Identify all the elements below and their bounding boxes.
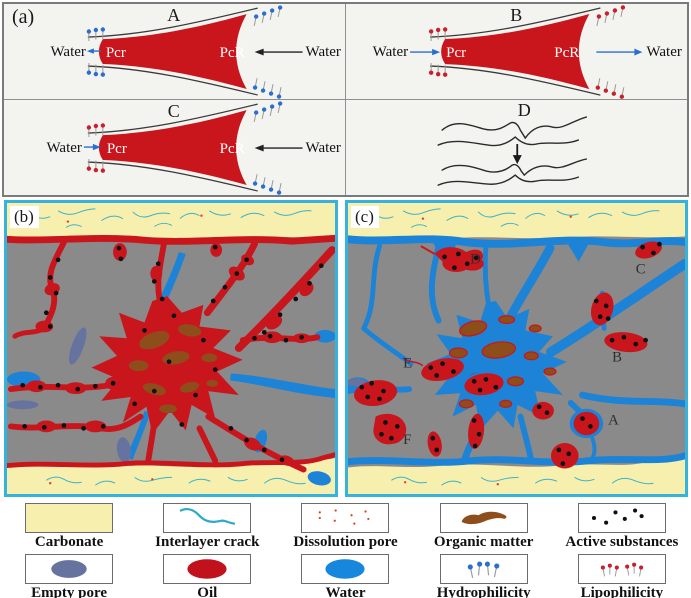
panel-b-label: (b)	[10, 206, 39, 228]
carbonate-top	[348, 203, 685, 239]
annotation-C: C	[636, 262, 646, 278]
oil-central-blob	[91, 296, 243, 435]
water-label-right: Water	[646, 44, 681, 60]
active-substances-icon	[591, 508, 644, 525]
pcr-label: Pcr	[446, 45, 466, 61]
pcR-label: PcR	[220, 45, 245, 61]
carbonate-swatch	[25, 503, 114, 533]
capillary-diagram-A: A	[51, 4, 341, 100]
crack-closure-diagram-D: D	[436, 100, 587, 186]
legend-label: Lipophilicity	[580, 585, 664, 598]
legend-item-active-substances: Active substances	[553, 500, 691, 551]
quadrant-letter: A	[167, 5, 180, 25]
legend-item-interlayer-crack: Interlayer crack	[138, 500, 276, 551]
dissolution-pore-icon	[319, 509, 370, 525]
pcr-label: Pcr	[107, 141, 127, 157]
closed-crack-lines	[436, 158, 587, 186]
water-icon	[325, 559, 366, 579]
open-crack-lines	[436, 116, 587, 147]
quadrant-D: D	[346, 100, 688, 195]
legend-item-carbonate: Carbonate	[0, 500, 138, 551]
oil-body	[440, 14, 589, 90]
panel-c-label: (c)	[351, 206, 379, 228]
legend: Carbonate Interlayer crack	[0, 500, 691, 598]
legend-label: Interlayer crack	[155, 534, 260, 550]
legend-item-dissolution-pore: Dissolution pore	[276, 500, 414, 551]
legend-item-organic-matter: Organic matter	[415, 500, 553, 551]
active-substance-dots	[20, 244, 324, 463]
interlayer-crack-icon	[180, 508, 236, 525]
legend-item-hydrophilicity: Hydrophilicity	[415, 551, 553, 598]
water-label-right: Water	[306, 44, 341, 60]
oil-body	[98, 14, 247, 90]
right-arrow	[595, 48, 642, 56]
legend-label: Water	[325, 585, 366, 598]
left-arrow	[409, 48, 440, 56]
organic-matter-icon	[461, 511, 507, 525]
hydrophilicity-icon	[466, 560, 501, 580]
legend-label: Dissolution pore	[293, 534, 398, 550]
annotation-A: A	[608, 412, 619, 428]
panel-a: (a) A	[2, 2, 689, 197]
legend-label: Active substances	[565, 534, 679, 550]
quadrant-letter: D	[517, 100, 530, 120]
quadrant-letter: C	[168, 101, 180, 121]
water-label-left: Water	[372, 44, 407, 60]
pcr-label: Pcr	[106, 45, 126, 61]
capillary-diagram-B: B	[372, 4, 681, 100]
empty-pore-icon	[51, 560, 87, 578]
water-label-left: Water	[51, 44, 86, 60]
panel-c-graphic: D C B E A F	[348, 203, 685, 494]
interlayer-cracks	[16, 208, 312, 486]
right-arrow	[254, 144, 303, 152]
legend-label: Carbonate	[34, 534, 104, 550]
right-arrow	[254, 48, 303, 56]
left-arrow	[86, 48, 101, 54]
legend-item-empty-pore: Empty pore	[0, 551, 138, 598]
quadrant-C: C	[4, 100, 346, 196]
quadrant-B: B	[345, 4, 687, 101]
lipophilicity-icon	[599, 562, 644, 578]
oil-icon	[187, 559, 227, 579]
site-annotations: D C B E A F	[403, 252, 645, 448]
empty-pores	[348, 378, 366, 387]
quadrant-letter: B	[510, 5, 522, 25]
empty-pores	[7, 327, 131, 463]
pcR-label: PcR	[220, 141, 245, 157]
panel-b: (b)	[4, 200, 338, 497]
legend-item-lipophilicity: Lipophilicity	[553, 551, 691, 598]
legend-item-oil: Oil	[138, 551, 276, 598]
legend-label: Empty pore	[31, 585, 108, 598]
dissolution-pores	[49, 214, 203, 485]
oil-body	[98, 110, 247, 186]
annotation-E: E	[403, 356, 412, 372]
pcR-label: PcR	[554, 45, 579, 61]
carbonate-bottom	[348, 457, 685, 494]
water-label-left: Water	[47, 140, 82, 156]
legend-item-water: Water	[276, 551, 414, 598]
annotation-F: F	[403, 432, 411, 448]
legend-label: Organic matter	[433, 534, 534, 550]
closure-arrow	[512, 144, 522, 165]
quadrant-A: A	[4, 4, 346, 101]
oil-droplets	[354, 241, 662, 469]
capillary-diagram-C: C	[47, 100, 341, 196]
water-network	[348, 235, 685, 466]
legend-label: Oil	[197, 585, 218, 598]
panel-a-label: (a)	[12, 6, 35, 28]
dissolution-pores	[403, 215, 572, 486]
annotation-D: D	[470, 252, 481, 268]
water-label-right: Water	[306, 140, 341, 156]
panel-c: (c)	[345, 200, 688, 497]
active-substance-dots	[359, 241, 662, 466]
annotation-B: B	[612, 350, 622, 366]
panel-b-graphic	[7, 203, 335, 494]
left-arrow	[83, 143, 101, 151]
carbonate-top	[7, 203, 335, 239]
legend-label: Hydrophilicity	[436, 585, 531, 598]
